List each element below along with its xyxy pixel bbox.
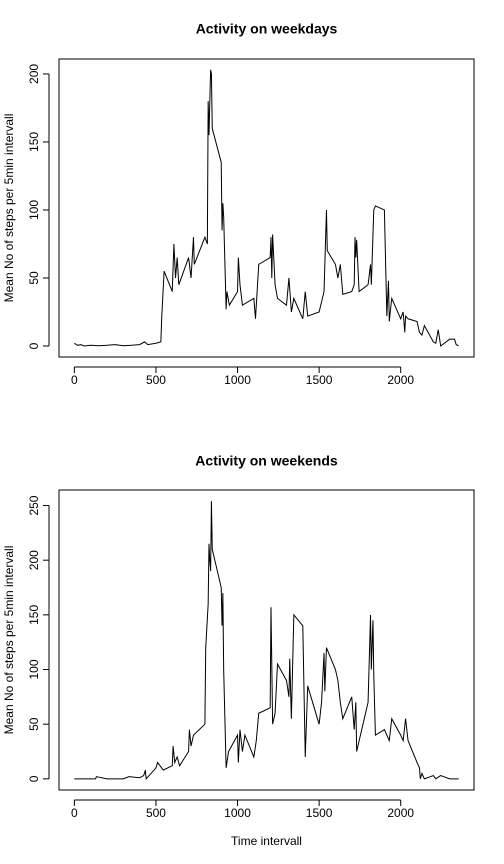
y-tick-label: 50 (27, 717, 41, 731)
y-tick-label: 250 (27, 495, 41, 515)
y-tick-label: 100 (27, 659, 41, 679)
y-tick-label: 0 (27, 775, 41, 782)
x-tick-label: 1000 (224, 373, 251, 387)
y-axis-label: Mean No of steps per 5min intervall (2, 546, 16, 735)
x-tick-label: 1500 (306, 373, 333, 387)
y-tick-label: 100 (27, 200, 41, 220)
line-series (74, 69, 459, 347)
y-tick-label: 150 (27, 132, 41, 152)
x-tick-label: 1000 (224, 806, 251, 820)
y-tick-label: 0 (27, 342, 41, 349)
x-tick-label: 2000 (387, 373, 414, 387)
line-series (74, 501, 459, 781)
plot-frame (58, 58, 475, 358)
y-tick-label: 200 (27, 64, 41, 84)
x-tick-label: 0 (71, 806, 78, 820)
x-tick-label: 0 (71, 373, 78, 387)
chart-title: Activity on weekdays (196, 21, 338, 37)
plot-frame (58, 489, 475, 791)
y-tick-label: 50 (27, 271, 41, 285)
x-tick-label: 2000 (387, 806, 414, 820)
x-axis-label: Time intervall (231, 834, 302, 848)
x-tick-label: 500 (146, 806, 166, 820)
x-tick-label: 500 (146, 373, 166, 387)
y-tick-label: 200 (27, 550, 41, 570)
x-tick-label: 1500 (306, 806, 333, 820)
chart-title: Activity on weekends (195, 453, 338, 469)
y-tick-label: 150 (27, 605, 41, 625)
y-axis-label: Mean No of steps per 5min intervall (2, 114, 16, 303)
